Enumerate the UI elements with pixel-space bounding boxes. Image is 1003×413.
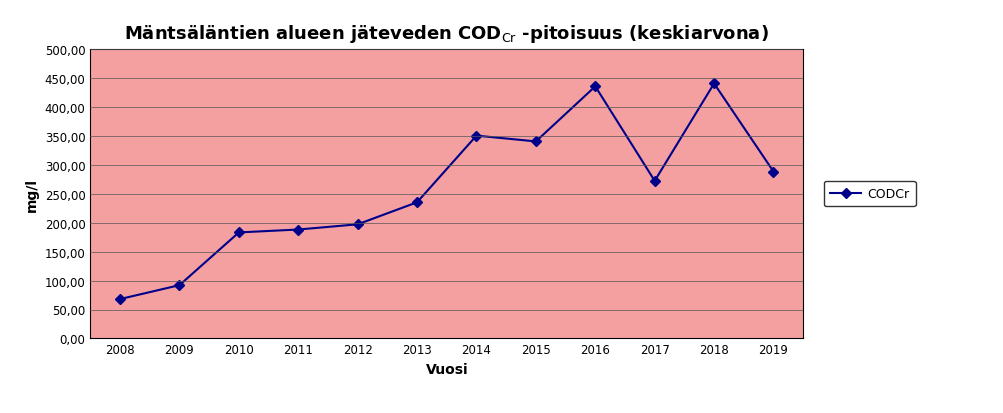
CODCr <box>530 140 542 145</box>
CODCr <box>410 200 422 205</box>
CODCr <box>589 85 601 90</box>
Y-axis label: mg/l: mg/l <box>25 177 39 211</box>
Title: Mäntsäläntien alueen jäteveden COD$_{\mathrm{Cr}}$ -pitoisuus (keskiarvona): Mäntsäläntien alueen jäteveden COD$_{\ma… <box>124 23 768 45</box>
CODCr <box>351 222 363 227</box>
CODCr <box>292 228 304 233</box>
CODCr <box>233 230 245 235</box>
CODCr <box>114 297 126 302</box>
CODCr <box>707 82 719 87</box>
Line: CODCr: CODCr <box>116 81 776 303</box>
CODCr <box>174 283 186 288</box>
X-axis label: Vuosi: Vuosi <box>425 362 467 376</box>
CODCr <box>766 170 778 175</box>
Legend: CODCr: CODCr <box>822 181 915 207</box>
CODCr <box>470 134 482 139</box>
CODCr <box>648 179 660 184</box>
